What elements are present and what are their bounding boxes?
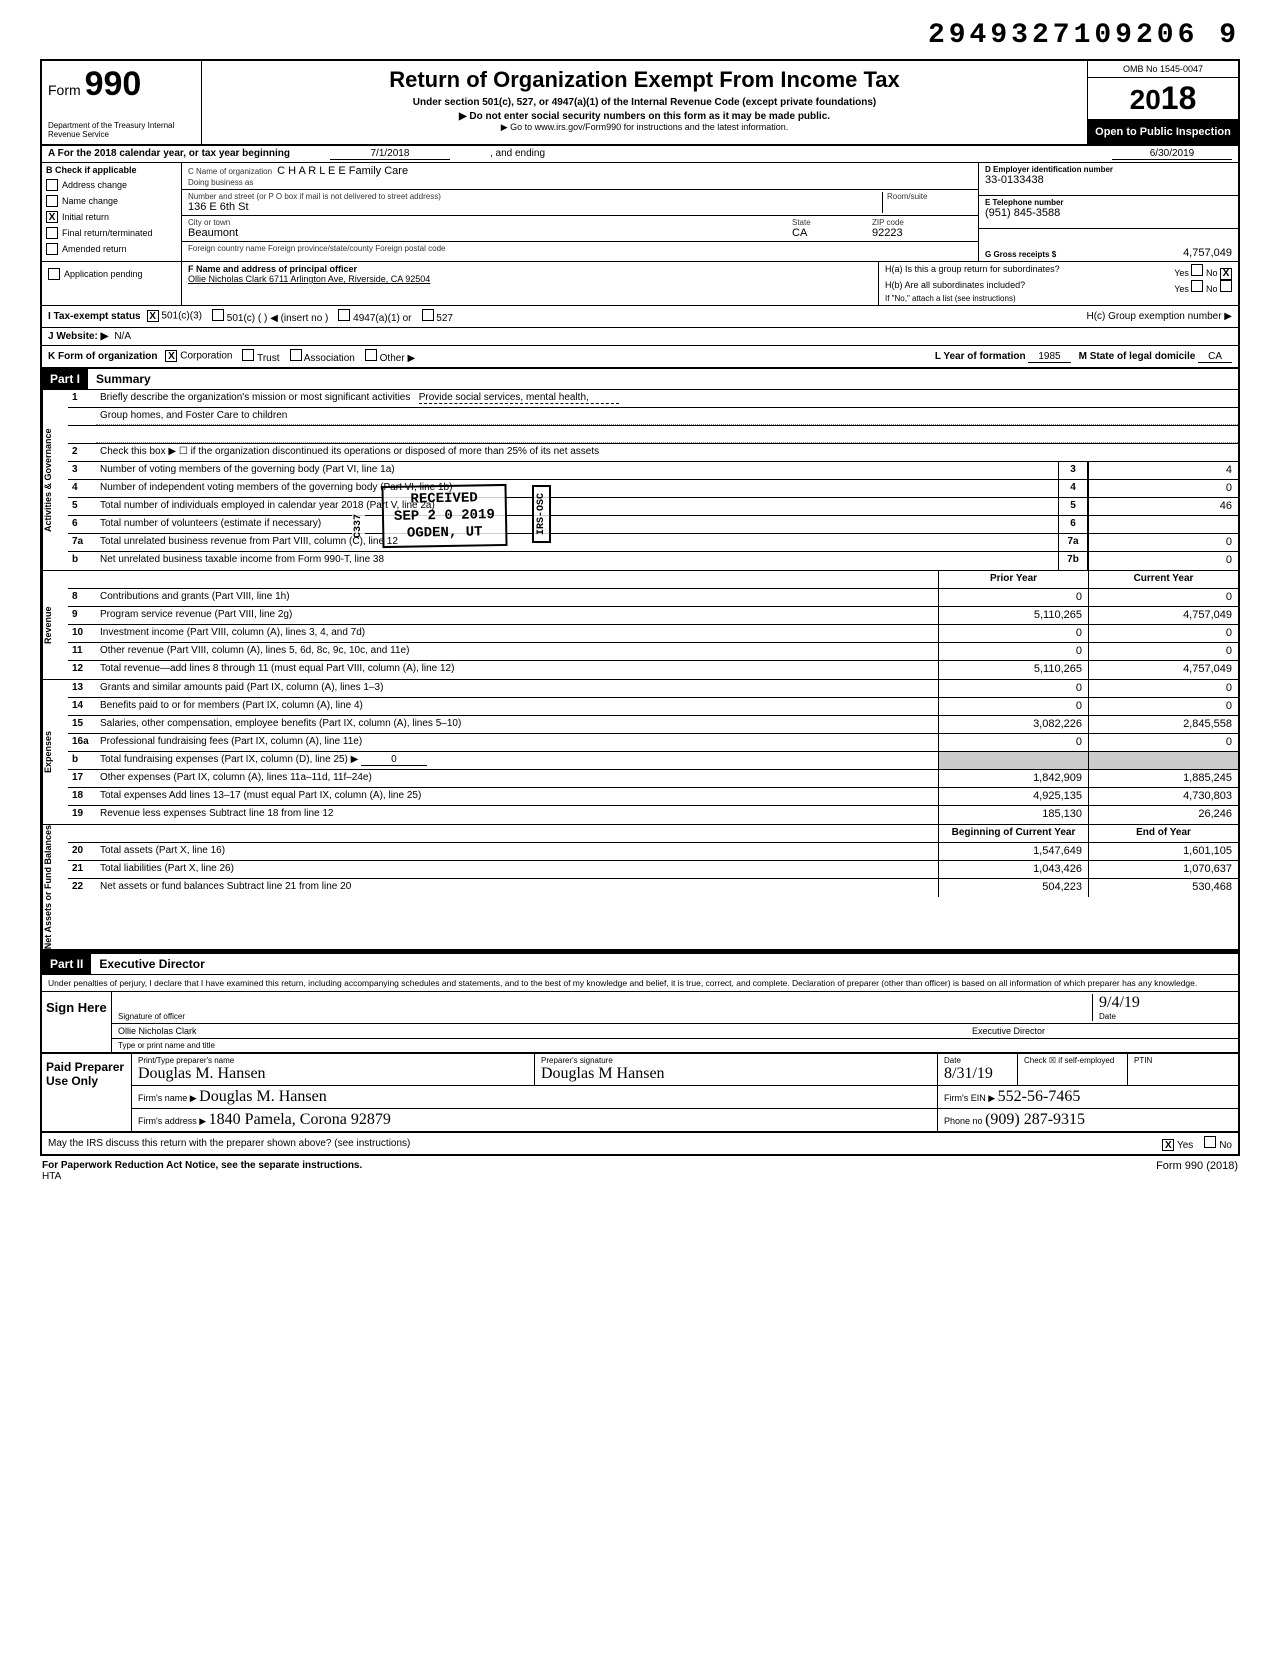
summary-line-17: 17Other expenses (Part IX, column (A), l…	[68, 770, 1238, 788]
perjury-declaration: Under penalties of perjury, I declare th…	[42, 975, 1238, 992]
discuss-no-checkbox[interactable]	[1204, 1136, 1216, 1148]
summary-line-18: 18Total expenses Add lines 13–17 (must e…	[68, 788, 1238, 806]
officer-printed-name: Ollie Nicholas Clark	[118, 1026, 197, 1036]
firm-name: Douglas M. Hansen	[199, 1088, 327, 1105]
preparer-signature[interactable]: Douglas M Hansen	[541, 1065, 931, 1083]
h-a-no-checkbox[interactable]: X	[1220, 268, 1232, 280]
website-row: J Website: ▶ N/A	[40, 328, 1240, 346]
document-id: 2949327109206 9	[40, 20, 1240, 51]
h-b-no-checkbox[interactable]	[1220, 280, 1232, 292]
checkbox-final-return-terminated[interactable]: Final return/terminated	[46, 227, 177, 239]
firm-ein: 552-56-7465	[998, 1088, 1081, 1105]
org-form-option[interactable]: X Corporation	[165, 350, 232, 362]
firm-address: 1840 Pamela, Corona 92879	[209, 1111, 391, 1128]
discuss-yes-checkbox[interactable]: X	[1162, 1139, 1174, 1151]
summary-line-2: 2Check this box ▶ ☐ if the organization …	[68, 444, 1238, 462]
paid-preparer-block: Paid Preparer Use Only Print/Type prepar…	[40, 1054, 1240, 1133]
summary-line-14: 14Benefits paid to or for members (Part …	[68, 698, 1238, 716]
org-form-option[interactable]: Association	[290, 349, 355, 364]
preparer-name: Douglas M. Hansen	[138, 1065, 528, 1083]
tax-year: 2018	[1088, 78, 1238, 120]
summary-line-5: 5Total number of individuals employed in…	[68, 498, 1238, 516]
checkbox-column-B: B Check if applicable Address changeName…	[42, 163, 182, 261]
section-label: Revenue	[42, 571, 68, 679]
checkbox-address-change[interactable]: Address change	[46, 179, 177, 191]
summary-line-15: 15Salaries, other compensation, employee…	[68, 716, 1238, 734]
sign-here-label: Sign Here	[42, 992, 112, 1052]
summary-line-11: 11Other revenue (Part VIII, column (A), …	[68, 643, 1238, 661]
section-label: Expenses	[42, 680, 68, 824]
tax-exempt-status-row: I Tax-exempt status X 501(c)(3) 501(c) (…	[40, 306, 1240, 328]
form-header: Form 990 Department of the Treasury Inte…	[40, 59, 1240, 146]
part-1-summary: Part I Summary RECEIVED SEP 2 0 2019 OGD…	[40, 369, 1240, 952]
h-a-yes-checkbox[interactable]	[1191, 264, 1203, 276]
summary-line-12: 12Total revenue—add lines 8 through 11 (…	[68, 661, 1238, 679]
tax-status-option[interactable]: 501(c) ( ) ◀ (insert no )	[212, 309, 328, 324]
tax-status-option[interactable]: 527	[422, 309, 453, 324]
org-city: Beaumont	[188, 227, 792, 239]
summary-line-10: 10Investment income (Part VIII, column (…	[68, 625, 1238, 643]
checkbox-initial-return[interactable]: XInitial return	[46, 211, 177, 223]
summary-line-9: 9Program service revenue (Part VIII, lin…	[68, 607, 1238, 625]
tax-status-option[interactable]: X 501(c)(3)	[147, 310, 202, 322]
org-info-block: B Check if applicable Address changeName…	[40, 163, 1240, 262]
form-of-org-row: K Form of organization X Corporation Tru…	[40, 346, 1240, 369]
gross-receipts: 4,757,049	[1183, 247, 1232, 259]
org-name: C H A R L E E Family Care	[277, 165, 408, 177]
summary-line-3: 3Number of voting members of the governi…	[68, 462, 1238, 480]
department-label: Department of the Treasury Internal Reve…	[48, 122, 195, 140]
summary-line-b: bNet unrelated business taxable income f…	[68, 552, 1238, 570]
section-label: Activities & Governance	[42, 390, 68, 570]
form-subtitle: Under section 501(c), 527, or 4947(a)(1)…	[212, 97, 1077, 108]
form-note-1: ▶ Do not enter social security numbers o…	[212, 111, 1077, 122]
officer-signature[interactable]	[118, 994, 1092, 1012]
org-form-option[interactable]: Other ▶	[365, 349, 415, 364]
open-inspection-badge: Open to Public Inspection	[1088, 120, 1238, 144]
h-b-yes-checkbox[interactable]	[1191, 280, 1203, 292]
summary-line-1: 1Briefly describe the organization's mis…	[68, 390, 1238, 408]
org-street: 136 E 6th St	[188, 201, 882, 213]
summary-line-21: 21Total liabilities (Part X, line 26)1,0…	[68, 861, 1238, 879]
checkbox-amended-return[interactable]: Amended return	[46, 243, 177, 255]
checkbox-name-change[interactable]: Name change	[46, 195, 177, 207]
summary-line-7a: 7aTotal unrelated business revenue from …	[68, 534, 1238, 552]
page-footer: For Paperwork Reduction Act Notice, see …	[40, 1156, 1240, 1186]
summary-line-20: 20Total assets (Part X, line 16)1,547,64…	[68, 843, 1238, 861]
principal-officer: Ollie Nicholas Clark 6711 Arlington Ave,…	[188, 274, 872, 284]
officer-group-row: Application pending F Name and address o…	[40, 262, 1240, 306]
summary-line-19: 19Revenue less expenses Subtract line 18…	[68, 806, 1238, 824]
website-value: N/A	[114, 331, 131, 342]
officer-title: Executive Director	[972, 1026, 1232, 1036]
part-2-header: Part II	[42, 954, 91, 974]
form-note-2: ▶ Go to www.irs.gov/Form990 for instruct…	[212, 122, 1077, 133]
summary-line-6: 6Total number of volunteers (estimate if…	[68, 516, 1238, 534]
summary-line-13: 13Grants and similar amounts paid (Part …	[68, 680, 1238, 698]
section-label: Net Assets or Fund Balances	[42, 825, 68, 949]
tax-year-range: A For the 2018 calendar year, or tax yea…	[40, 146, 1240, 163]
omb-number: OMB No 1545-0047	[1088, 61, 1238, 78]
paid-preparer-label: Paid Preparer Use Only	[42, 1054, 132, 1131]
sign-date: 9/4/19	[1099, 994, 1232, 1012]
form-title: Return of Organization Exempt From Incom…	[212, 67, 1077, 93]
summary-line-b: bTotal fundraising expenses (Part IX, co…	[68, 752, 1238, 770]
summary-line-16a: 16aProfessional fundraising fees (Part I…	[68, 734, 1238, 752]
summary-line-22: 22Net assets or fund balances Subtract l…	[68, 879, 1238, 897]
part-2-signature: Part II Executive Director Under penalti…	[40, 952, 1240, 1054]
summary-line-8: 8Contributions and grants (Part VIII, li…	[68, 589, 1238, 607]
part-1-header: Part I	[42, 369, 88, 389]
org-form-option[interactable]: Trust	[242, 349, 279, 364]
irs-discuss-row: May the IRS discuss this return with the…	[40, 1133, 1240, 1157]
summary-line-4: 4Number of independent voting members of…	[68, 480, 1238, 498]
form-number: Form 990	[48, 65, 195, 104]
tax-status-option[interactable]: 4947(a)(1) or	[338, 309, 411, 324]
telephone: (951) 845-3588	[985, 207, 1232, 219]
ein: 33-0133438	[985, 174, 1232, 186]
firm-phone: (909) 287-9315	[985, 1111, 1085, 1128]
